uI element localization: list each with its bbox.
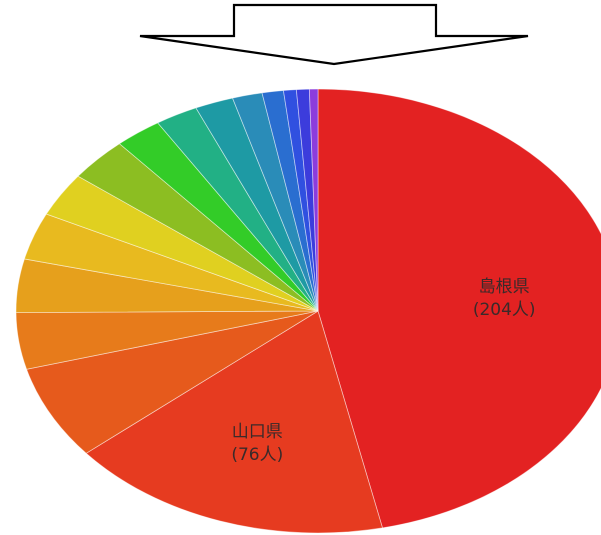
down-arrow-icon: [139, 3, 529, 66]
slice-label-2: 山口県: [232, 422, 283, 442]
pie-slice-16: [308, 88, 319, 312]
pie-labels: 島根県 (204人) 山口県 (76人): [231, 277, 535, 465]
slice-label-1: 島根県: [479, 277, 530, 297]
slice-value-label-2: (76人): [231, 445, 283, 465]
pie-slice-2: [85, 310, 383, 534]
slice-value-label-1: (204人): [473, 300, 536, 320]
pie-slice-1: [317, 88, 601, 529]
pie-slices: [15, 88, 601, 534]
pie-slice-3: [26, 310, 319, 454]
